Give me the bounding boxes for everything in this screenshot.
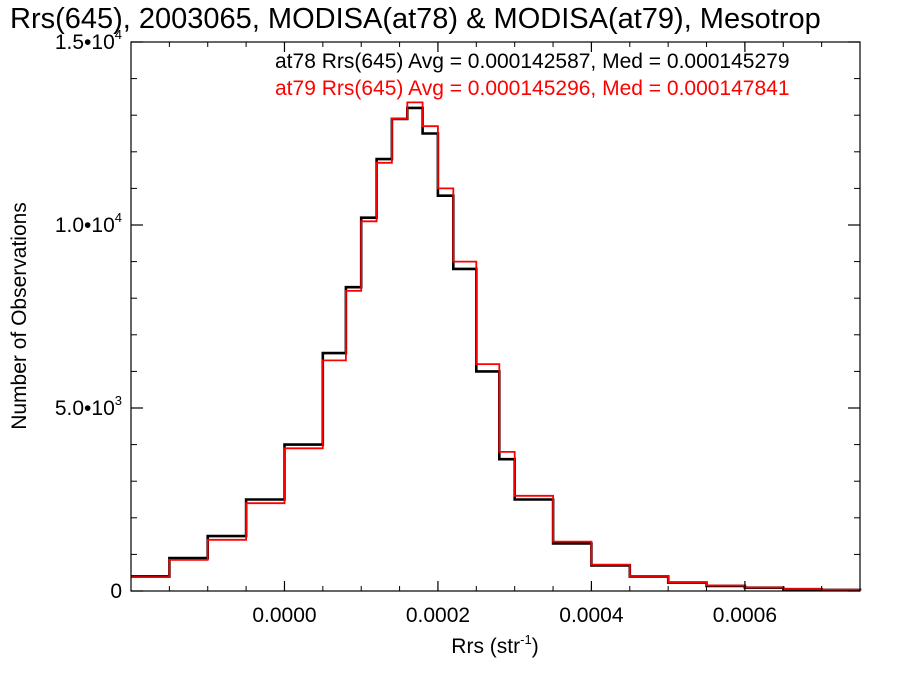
x-axis-label-main: Rrs (str xyxy=(451,635,520,658)
x-axis-label-sup: -1 xyxy=(520,632,532,647)
legend-entry-1: at79 Rrs(645) Avg = 0.000145296, Med = 0… xyxy=(275,77,790,100)
y-tick-exponent: 3 xyxy=(115,393,122,408)
y-tick-label-0: 0 xyxy=(110,580,122,603)
y-tick-mantissa: 1.5•10 xyxy=(55,31,115,54)
y-tick-label-1: 5.0•103 xyxy=(55,393,122,420)
x-axis: 0.0000 0.0002 0.0004 0.0006 xyxy=(168,42,861,627)
x-tick-label-2: 0.0004 xyxy=(559,604,624,627)
legend-entry-0: at78 Rrs(645) Avg = 0.000142587, Med = 0… xyxy=(275,50,790,73)
x-tick-label-0: 0.0000 xyxy=(252,604,316,627)
y-axis-label: Number of Observations xyxy=(8,202,31,430)
x-tick-label-3: 0.0006 xyxy=(713,604,777,627)
chart-title: Rrs(645), 2003065, MODISA(at78) & MODISA… xyxy=(10,3,821,35)
x-axis-label-close: ) xyxy=(532,635,539,658)
y-tick-mantissa: 1.0•10 xyxy=(55,214,115,237)
plot-frame xyxy=(130,41,861,592)
x-axis-label: Rrs (str-1) xyxy=(451,632,538,658)
y-tick-mantissa: 5.0•10 xyxy=(55,397,115,420)
y-tick-exponent: 4 xyxy=(115,27,122,42)
y-tick-label-2: 1.0•104 xyxy=(55,210,122,237)
series-line-at78 xyxy=(131,106,862,592)
y-tick-mantissa: 0 xyxy=(110,580,122,603)
series-line-at79 xyxy=(131,101,861,591)
legend: at78 Rrs(645) Avg = 0.000142587, Med = 0… xyxy=(275,50,790,100)
series-layer xyxy=(131,101,862,592)
x-tick-label-1: 0.0002 xyxy=(406,604,470,627)
y-tick-label-3: 1.5•104 xyxy=(55,27,122,54)
y-tick-exponent: 4 xyxy=(115,210,122,225)
